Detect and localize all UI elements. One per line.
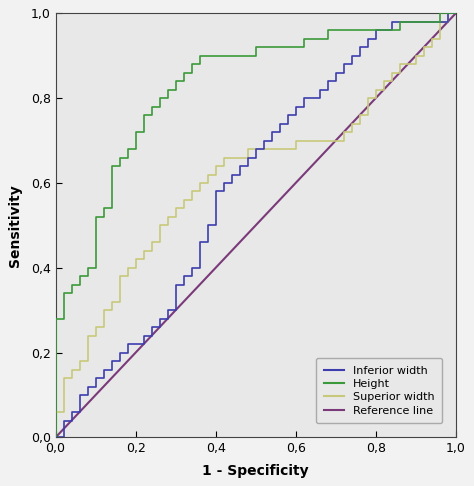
X-axis label: 1 - Specificity: 1 - Specificity — [202, 464, 309, 478]
Y-axis label: Sensitivity: Sensitivity — [9, 184, 22, 267]
Legend: Inferior width, Height, Superior width, Reference line: Inferior width, Height, Superior width, … — [316, 358, 442, 423]
